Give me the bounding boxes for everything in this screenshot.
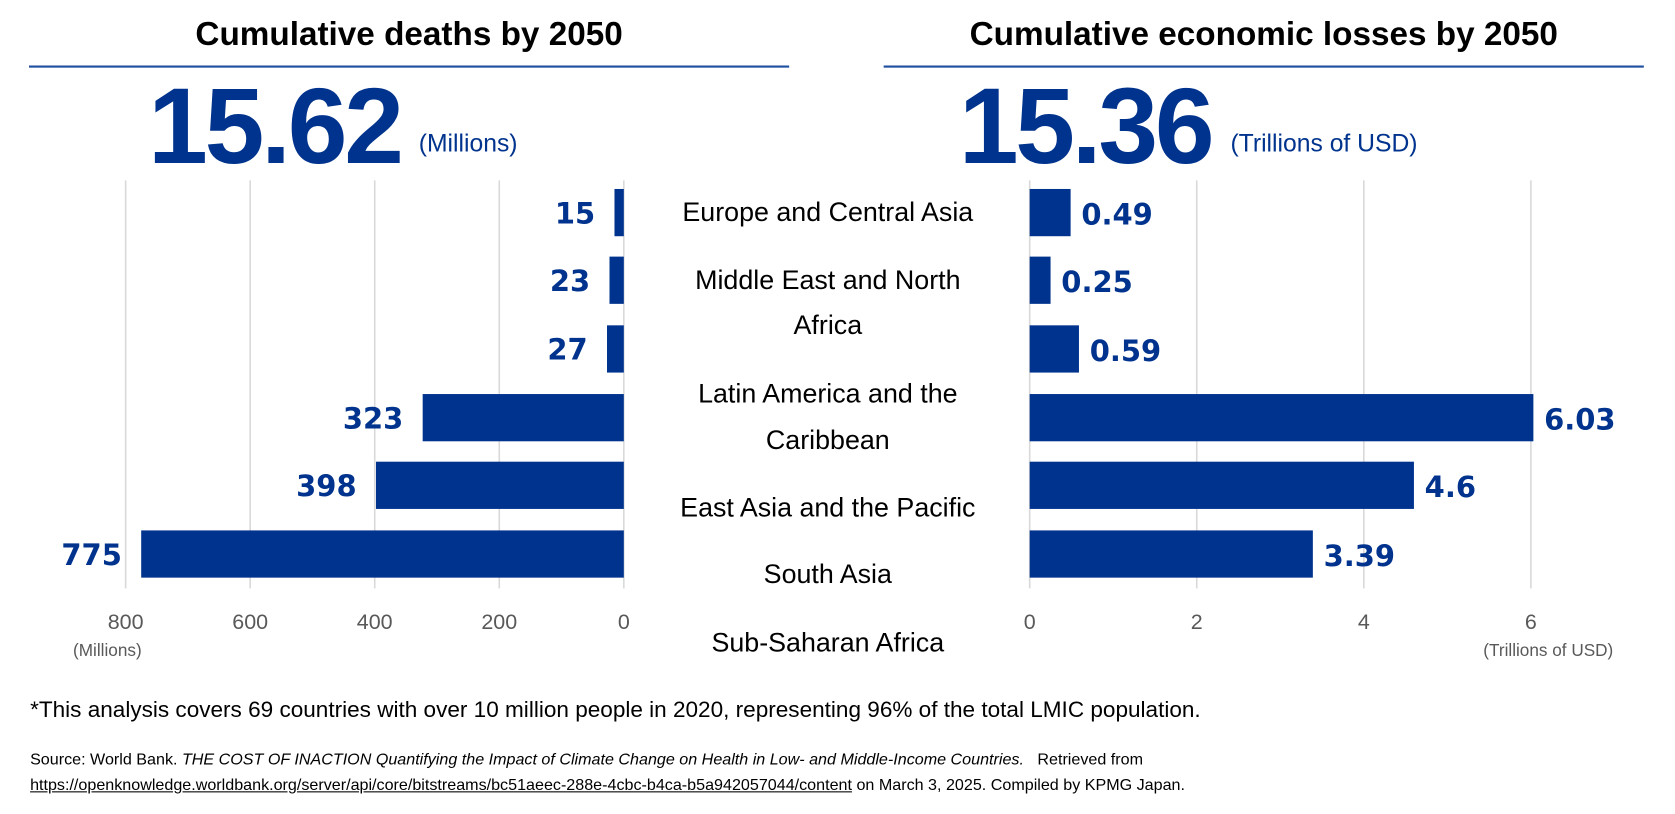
bar-losses — [1029, 256, 1051, 304]
tick-label-right: 0 — [1024, 610, 1036, 634]
tick-label-left: 600 — [232, 610, 268, 634]
bar-deaths — [141, 530, 624, 578]
losses-total-unit: (Trillions of USD) — [1230, 128, 1418, 157]
data-label-deaths: 775 — [61, 538, 121, 572]
category-label: South Asia — [764, 559, 892, 589]
data-label-losses: 0.25 — [1061, 265, 1132, 299]
data-label-deaths: 23 — [550, 264, 590, 298]
bar-losses — [1029, 530, 1313, 578]
tick-label-left: 200 — [481, 610, 517, 634]
tick-label-left: 800 — [108, 610, 144, 634]
data-label-losses: 4.6 — [1425, 470, 1476, 504]
bar-deaths — [609, 256, 624, 304]
right-title-rule — [883, 65, 1644, 68]
data-label-losses: 3.39 — [1324, 539, 1395, 573]
bar-losses — [1029, 394, 1534, 442]
data-label-losses: 0.49 — [1081, 197, 1152, 231]
right-title: Cumulative economic losses by 2050 — [969, 15, 1558, 53]
bar-losses — [1029, 325, 1079, 373]
source-prefix: Source: World Bank. — [30, 750, 182, 769]
data-label-deaths: 27 — [547, 333, 587, 367]
category-label: Sub-Saharan Africa — [711, 628, 944, 658]
bar-losses — [1029, 188, 1071, 237]
left-title: Cumulative deaths by 2050 — [195, 15, 623, 53]
tick-label-left: 0 — [618, 610, 630, 634]
bar-losses — [1029, 461, 1414, 509]
deaths-total-unit: (Millions) — [418, 128, 518, 157]
bar-deaths — [422, 394, 624, 442]
axis-unit-right: (Trillions of USD) — [1483, 640, 1613, 660]
tick-label-right: 2 — [1191, 610, 1203, 634]
data-label-deaths: 15 — [555, 196, 595, 230]
left-title-rule — [28, 65, 790, 68]
category-label: Latin America and the — [698, 379, 958, 409]
data-label-deaths: 323 — [343, 401, 403, 435]
source-link[interactable]: https://openknowledge.worldbank.org/serv… — [30, 776, 852, 795]
category-label: East Asia and the Pacific — [680, 492, 975, 522]
bar-deaths — [375, 461, 624, 509]
category-label: Caribbean — [766, 425, 890, 455]
category-label: Middle East and North — [695, 265, 960, 295]
source-note: Source: World Bank. THE COST OF INACTION… — [30, 747, 1185, 799]
data-label-losses: 0.59 — [1090, 334, 1161, 368]
source-suffix: on March 3, 2025. Compiled by KPMG Japan… — [851, 776, 1185, 795]
tick-label-right: 6 — [1525, 610, 1537, 634]
deaths-total: 15.62 — [148, 66, 404, 187]
bar-deaths — [607, 325, 624, 373]
footnote: *This analysis covers 69 countries with … — [30, 697, 1201, 723]
category-label: Africa — [794, 310, 863, 340]
data-label-deaths: 398 — [296, 469, 356, 503]
source-title: THE COST OF INACTION Quantifying the Imp… — [181, 750, 1024, 769]
source-retrieved: Retrieved from — [1023, 750, 1144, 769]
axis-unit-left: (Millions) — [73, 640, 142, 660]
data-label-losses: 6.03 — [1544, 402, 1615, 436]
tick-label-right: 4 — [1358, 610, 1370, 634]
bar-deaths — [614, 188, 624, 237]
bar-charts: 800 600 400 200 0 (Millions) 15 23 27 323 398 775 0 2… — [61, 180, 1616, 660]
losses-total: 15.36 — [958, 66, 1215, 187]
tick-label-left: 400 — [357, 610, 393, 634]
category-label: Europe and Central Asia — [682, 197, 973, 227]
